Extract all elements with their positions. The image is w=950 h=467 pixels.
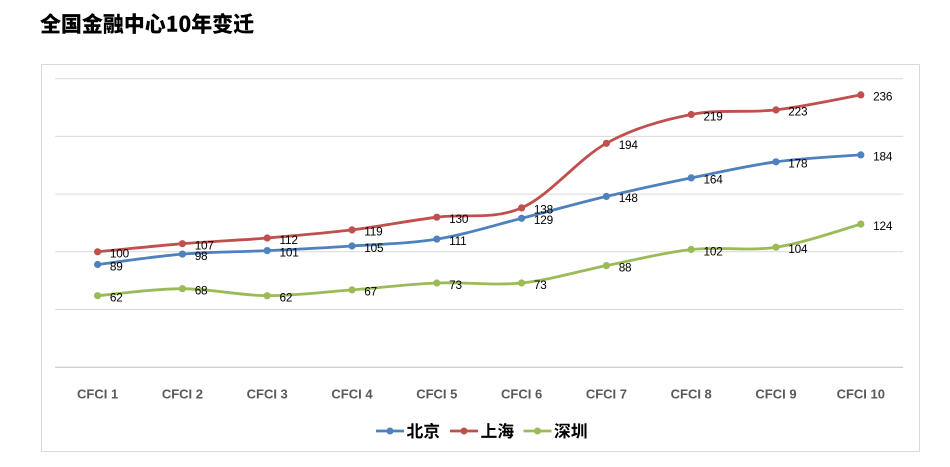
svg-text:138: 138 (534, 203, 554, 217)
svg-text:104: 104 (788, 242, 808, 256)
svg-text:184: 184 (873, 150, 893, 164)
svg-text:89: 89 (110, 259, 123, 273)
svg-text:178: 178 (788, 157, 808, 171)
svg-text:112: 112 (280, 233, 298, 247)
svg-text:107: 107 (195, 239, 214, 253)
svg-text:62: 62 (110, 291, 123, 305)
svg-text:236: 236 (873, 90, 893, 104)
svg-text:CFCI 3: CFCI 3 (247, 387, 288, 402)
svg-text:CFCI 7: CFCI 7 (586, 387, 627, 402)
svg-text:73: 73 (534, 278, 547, 292)
svg-text:73: 73 (449, 278, 462, 292)
svg-text:67: 67 (364, 285, 377, 299)
svg-text:219: 219 (704, 109, 723, 123)
svg-text:111: 111 (449, 234, 466, 248)
svg-text:CFCI 6: CFCI 6 (501, 387, 542, 402)
svg-text:68: 68 (195, 284, 208, 298)
svg-text:CFCI 5: CFCI 5 (416, 387, 457, 402)
svg-text:CFCI 1: CFCI 1 (77, 387, 118, 402)
svg-text:CFCI 10: CFCI 10 (837, 387, 885, 402)
svg-text:100: 100 (110, 247, 130, 261)
svg-text:98: 98 (195, 249, 208, 263)
svg-text:CFCI 8: CFCI 8 (671, 387, 712, 402)
svg-text:102: 102 (704, 244, 723, 258)
svg-text:223: 223 (788, 105, 808, 119)
svg-text:101: 101 (280, 245, 299, 259)
svg-text:CFCI 2: CFCI 2 (162, 387, 203, 402)
svg-text:124: 124 (873, 219, 893, 233)
svg-text:119: 119 (364, 225, 382, 239)
svg-text:164: 164 (704, 173, 724, 187)
svg-text:105: 105 (364, 241, 384, 255)
svg-text:148: 148 (619, 191, 639, 205)
svg-text:CFCI 9: CFCI 9 (755, 387, 796, 402)
svg-text:CFCI 4: CFCI 4 (331, 387, 373, 402)
svg-text:88: 88 (619, 260, 632, 274)
svg-text:194: 194 (619, 138, 639, 152)
svg-text:62: 62 (280, 291, 293, 305)
svg-text:129: 129 (534, 213, 553, 227)
svg-text:130: 130 (449, 212, 469, 226)
